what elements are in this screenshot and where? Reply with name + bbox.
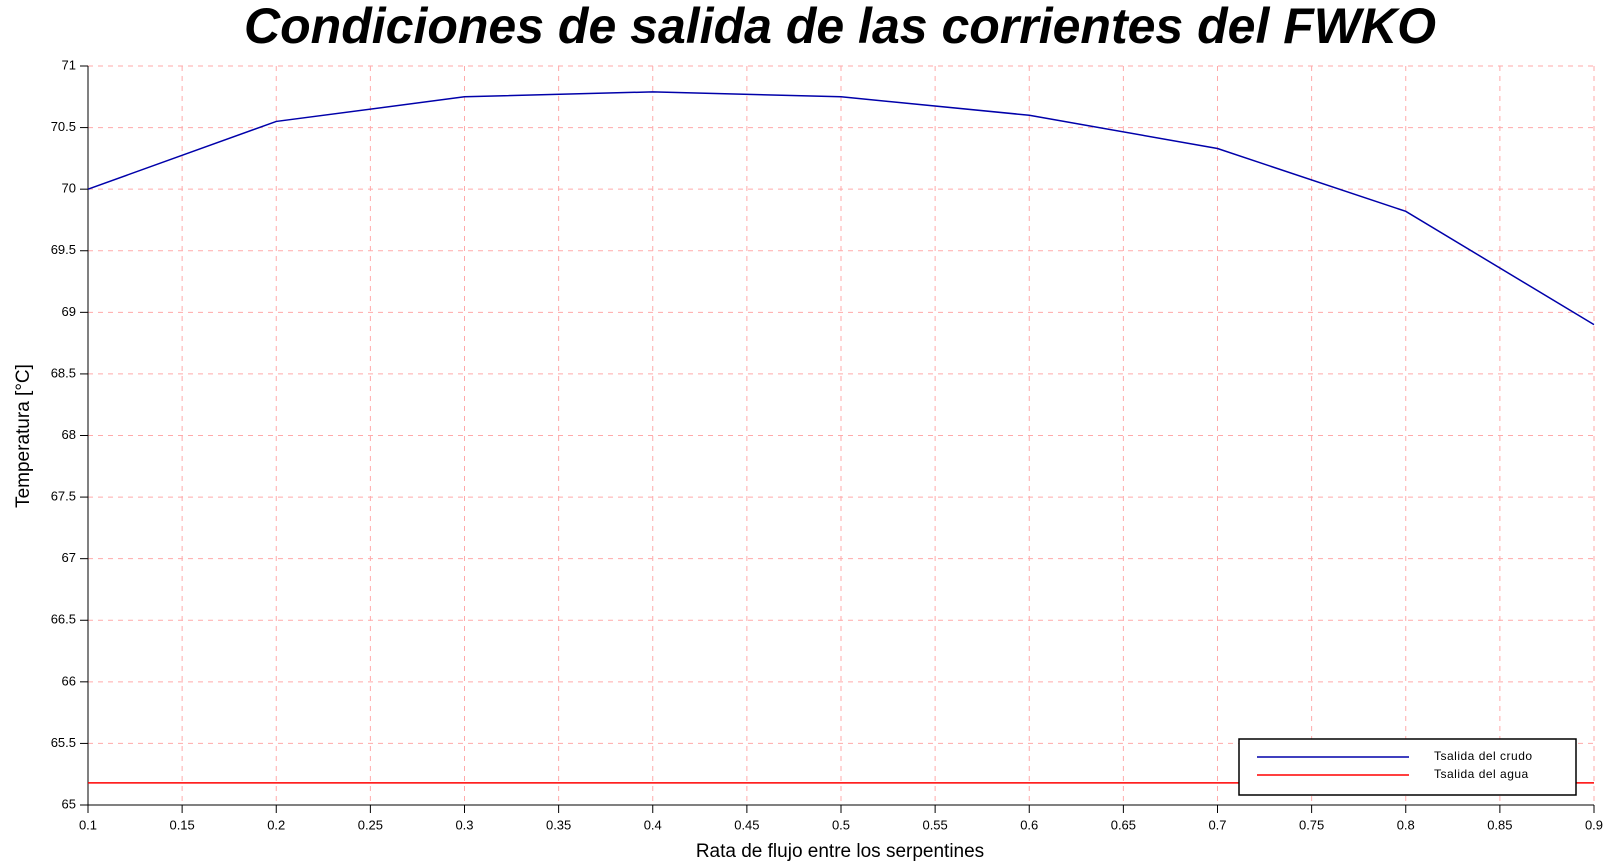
x-tick-label: 0.35 [546,817,571,832]
x-tick-label: 0.75 [1299,817,1324,832]
y-tick-label: 65 [62,796,76,811]
chart-title: Condiciones de salida de las corrientes … [244,0,1436,54]
y-tick-label: 70 [62,181,76,196]
y-tick-label: 65.5 [51,735,76,750]
legend-box [1238,738,1577,796]
x-tick-label: 0.9 [1585,817,1603,832]
x-tick-label: 0.8 [1397,817,1415,832]
x-tick-label: 0.7 [1208,817,1226,832]
y-tick-label: 66.5 [51,612,76,627]
y-tick-label: 69 [62,304,76,319]
legend: Tsalida del crudo Tsalida del agua [1238,738,1577,796]
x-tick-label: 0.2 [267,817,285,832]
x-tick-label: 0.6 [1020,817,1038,832]
y-tick-label: 69.5 [51,242,76,257]
y-tick-label: 67 [62,550,76,565]
x-tick-label: 0.25 [358,817,383,832]
x-tick-label: 0.1 [79,817,97,832]
x-tick-label: 0.65 [1111,817,1136,832]
y-tick-label: 67.5 [51,489,76,504]
x-tick-label: 0.4 [644,817,662,832]
x-axis-label: Rata de flujo entre los serpentines [696,841,984,862]
y-tick-label: 68.5 [51,365,76,380]
series-line [87,91,1595,326]
x-tick-label: 0.45 [734,817,759,832]
x-tick-label: 0.5 [832,817,850,832]
y-axis-label: Temperatura [°C] [13,364,34,508]
x-tick-label: 0.85 [1487,817,1512,832]
x-tick-label: 0.3 [455,817,473,832]
x-tick-label: 0.55 [922,817,947,832]
legend-label: Tsalida del crudo [1434,749,1533,763]
y-tick-label: 68 [62,427,76,442]
x-tick-label: 0.15 [169,817,194,832]
y-tick-label: 70.5 [51,119,76,134]
y-tick-label: 66 [62,673,76,688]
y-tick-label: 71 [62,57,76,72]
legend-label: Tsalida del agua [1434,767,1529,781]
